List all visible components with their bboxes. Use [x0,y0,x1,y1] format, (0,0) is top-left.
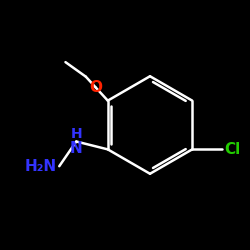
Text: H₂N: H₂N [25,159,57,174]
Text: H: H [70,128,82,141]
Text: Cl: Cl [225,142,241,157]
Text: O: O [89,80,102,95]
Text: N: N [70,142,83,156]
